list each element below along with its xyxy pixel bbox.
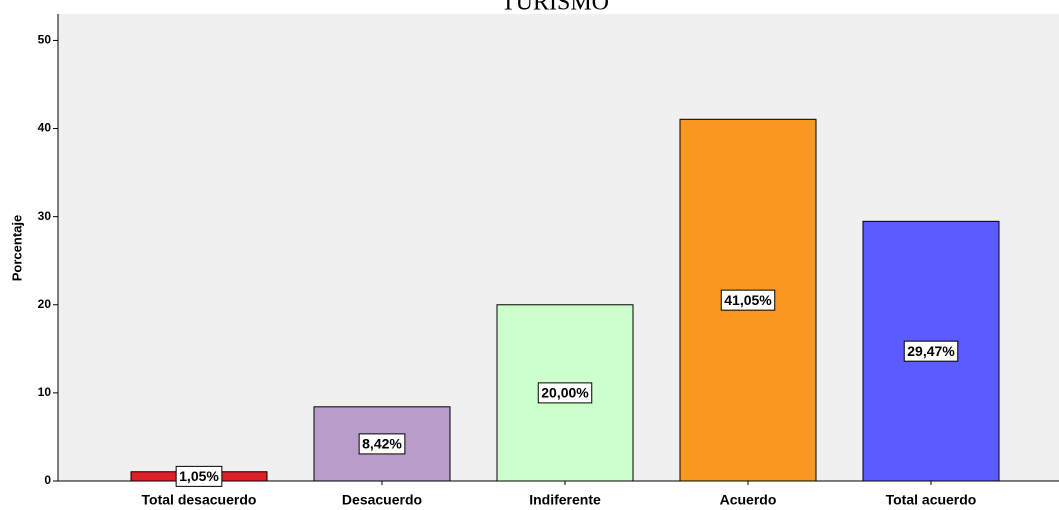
x-tick-label: Desacuerdo	[342, 492, 422, 508]
value-label: 8,42%	[362, 436, 402, 452]
y-tick-label: 40	[38, 121, 52, 135]
chart-title: TURISMO	[501, 0, 609, 16]
y-tick-label: 20	[38, 297, 52, 311]
y-axis-label: Porcentaje	[9, 215, 24, 281]
value-label-box	[903, 340, 959, 362]
y-tick-label: 10	[38, 385, 52, 399]
value-label: 41,05%	[724, 292, 772, 308]
value-label: 29,47%	[907, 343, 955, 359]
value-label-box	[537, 382, 593, 404]
x-tick-label: Total acuerdo	[886, 492, 977, 508]
y-tick-label: 50	[38, 33, 52, 47]
x-tick-label: Indiferente	[529, 492, 601, 508]
x-tick-label: Acuerdo	[720, 492, 777, 508]
y-tick-label: 0	[44, 473, 51, 487]
value-label-box	[175, 465, 223, 487]
value-label: 1,05%	[179, 468, 219, 484]
x-tick-label: Total desacuerdo	[142, 492, 257, 508]
value-label: 20,00%	[541, 385, 589, 401]
y-tick-label: 30	[38, 209, 52, 223]
value-label-box	[720, 289, 776, 311]
value-label-box	[358, 433, 406, 455]
